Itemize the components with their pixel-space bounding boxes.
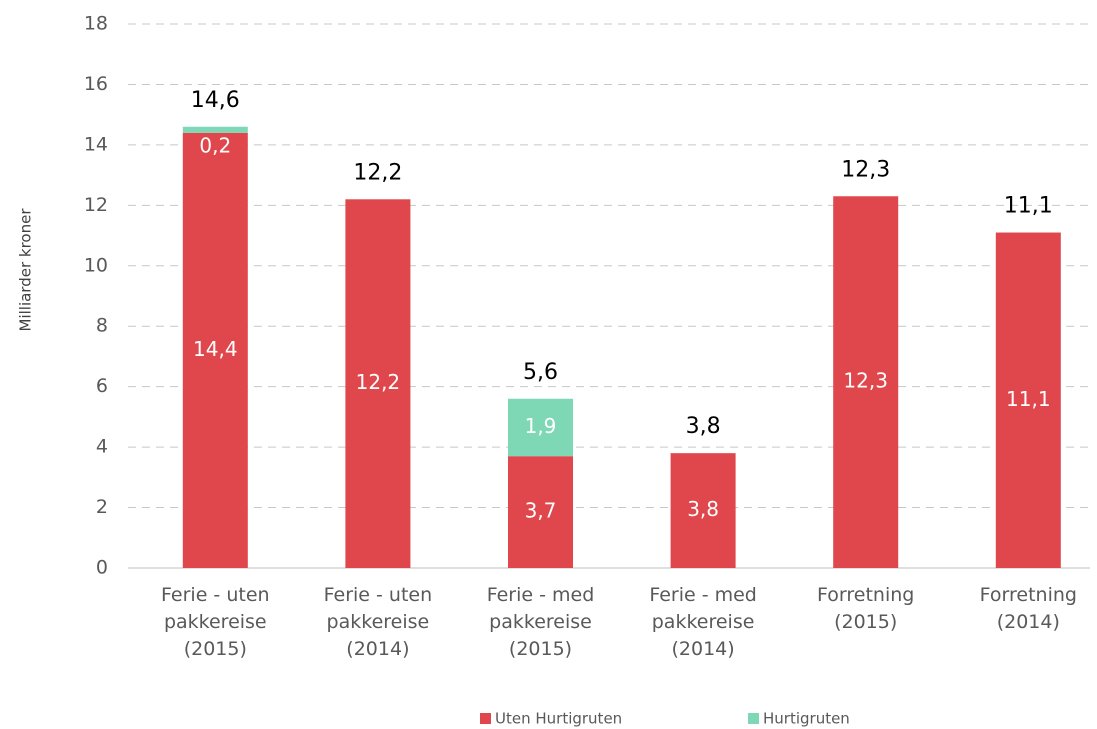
y-tick-label: 12	[84, 194, 108, 216]
data-label: 3,8	[687, 497, 719, 521]
legend-swatch	[748, 713, 759, 724]
y-tick-label: 14	[84, 133, 108, 155]
legend-label: Hurtigruten	[763, 710, 850, 728]
total-label: 5,6	[523, 360, 558, 385]
bar-segment	[508, 398, 573, 457]
total-label: 14,6	[191, 88, 240, 113]
data-label: 12,2	[356, 370, 401, 394]
y-tick-label: 8	[96, 315, 108, 337]
data-label: 11,1	[1006, 387, 1051, 411]
x-tick-label: Ferie - uten pakkereise (2015)	[161, 584, 270, 660]
y-tick-label: 10	[84, 254, 108, 276]
legend-label: Uten Hurtigruten	[495, 710, 622, 728]
data-label: 1,9	[525, 414, 557, 438]
x-tick-label: Ferie - med pakkereise (2015)	[486, 584, 595, 660]
total-label: 12,3	[841, 157, 890, 182]
bar-segment	[182, 126, 248, 133]
data-label: 0,2	[199, 133, 231, 157]
legend-swatch	[480, 713, 491, 724]
y-tick-label: 6	[96, 375, 108, 397]
total-label: 11,1	[1004, 194, 1053, 219]
bar-segment	[345, 199, 411, 569]
data-label: 3,7	[525, 499, 557, 523]
y-tick-label: 4	[96, 436, 108, 458]
y-tick-label: 16	[84, 73, 108, 95]
bar-segment	[833, 196, 899, 568]
x-tick-label: Ferie - med pakkereise (2014)	[649, 584, 757, 660]
bar-segment	[182, 132, 248, 569]
y-tick-label: 18	[84, 13, 108, 35]
total-label: 12,2	[353, 160, 402, 185]
x-tick-label: Ferie - uten pakkereise (2014)	[323, 584, 433, 660]
data-label: 14,4	[193, 337, 238, 361]
bar-segment	[995, 232, 1061, 569]
y-tick-label: 0	[96, 557, 108, 579]
x-tick-label: Forretning (2014)	[979, 584, 1077, 633]
y-axis-label: Milliarder kroner	[17, 208, 35, 332]
bar-segment	[670, 453, 736, 568]
bar-segment	[508, 456, 573, 568]
total-label: 3,8	[686, 414, 721, 439]
data-label: 12,3	[843, 369, 888, 393]
y-tick-label: 2	[96, 496, 108, 518]
x-tick-label: Forretning (2015)	[817, 584, 915, 633]
